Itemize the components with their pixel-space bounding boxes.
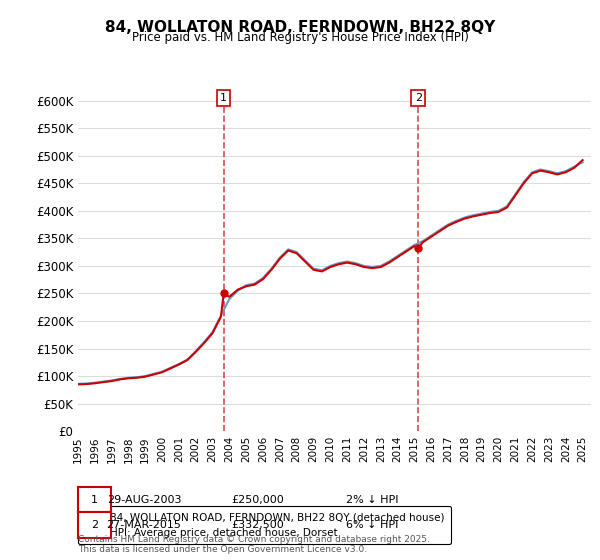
HPI: Average price, detached house, Dorset: (2.02e+03, 4.88e+05): Average price, detached house, Dorset: (… xyxy=(579,159,586,166)
HPI: Average price, detached house, Dorset: (2e+03, 8.6e+04): Average price, detached house, Dorset: (… xyxy=(74,380,82,387)
HPI: Average price, detached house, Dorset: (2.01e+03, 3.08e+05): Average price, detached house, Dorset: (… xyxy=(344,258,351,265)
HPI: Average price, detached house, Dorset: (2.01e+03, 2.68e+05): Average price, detached house, Dorset: (… xyxy=(251,280,258,287)
Text: 1: 1 xyxy=(91,495,98,505)
Text: 2% ↓ HPI: 2% ↓ HPI xyxy=(346,495,398,505)
84, WOLLATON ROAD, FERNDOWN, BH22 8QY (detached house) xyxy=(74,381,82,388)
HPI: Average price, detached house, Dorset: (2e+03, 1.22e+05): Average price, detached house, Dorset: (… xyxy=(175,361,182,367)
84, WOLLATON ROAD, FERNDOWN, BH22 8QY (detached house) xyxy=(226,293,233,300)
Text: Price paid vs. HM Land Registry's House Price Index (HPI): Price paid vs. HM Land Registry's House … xyxy=(131,31,469,44)
Text: 2: 2 xyxy=(415,93,422,103)
Text: 1: 1 xyxy=(220,93,227,103)
Legend: 84, WOLLATON ROAD, FERNDOWN, BH22 8QY (detached house), HPI: Average price, deta: 84, WOLLATON ROAD, FERNDOWN, BH22 8QY (d… xyxy=(78,506,451,544)
Text: £250,000: £250,000 xyxy=(232,495,284,505)
Text: Contains HM Land Registry data © Crown copyright and database right 2025.
This d: Contains HM Land Registry data © Crown c… xyxy=(78,535,430,554)
Line: 84, WOLLATON ROAD, FERNDOWN, BH22 8QY (detached house): 84, WOLLATON ROAD, FERNDOWN, BH22 8QY (d… xyxy=(78,160,583,384)
84, WOLLATON ROAD, FERNDOWN, BH22 8QY (detached house) xyxy=(326,264,334,270)
Line: HPI: Average price, detached house, Dorset: HPI: Average price, detached house, Dors… xyxy=(78,162,583,384)
Text: 84, WOLLATON ROAD, FERNDOWN, BH22 8QY: 84, WOLLATON ROAD, FERNDOWN, BH22 8QY xyxy=(105,20,495,35)
HPI: Average price, detached house, Dorset: (2e+03, 1.45e+05): Average price, detached house, Dorset: (… xyxy=(192,348,199,354)
Text: £332,500: £332,500 xyxy=(232,520,284,530)
84, WOLLATON ROAD, FERNDOWN, BH22 8QY (detached house) xyxy=(217,313,224,320)
84, WOLLATON ROAD, FERNDOWN, BH22 8QY (detached house) xyxy=(419,239,427,246)
Text: 6% ↓ HPI: 6% ↓ HPI xyxy=(346,520,398,530)
84, WOLLATON ROAD, FERNDOWN, BH22 8QY (detached house) xyxy=(579,157,586,164)
HPI: Average price, detached house, Dorset: (2.02e+03, 4.3e+05): Average price, detached house, Dorset: (… xyxy=(512,191,519,198)
Text: 2: 2 xyxy=(91,520,98,530)
84, WOLLATON ROAD, FERNDOWN, BH22 8QY (detached house) xyxy=(310,267,317,273)
84, WOLLATON ROAD, FERNDOWN, BH22 8QY (detached house) xyxy=(571,165,578,171)
Text: 29-AUG-2003: 29-AUG-2003 xyxy=(107,495,181,505)
Text: 27-MAR-2015: 27-MAR-2015 xyxy=(107,520,181,530)
HPI: Average price, detached house, Dorset: (2.01e+03, 3e+05): Average price, detached house, Dorset: (… xyxy=(377,263,385,269)
